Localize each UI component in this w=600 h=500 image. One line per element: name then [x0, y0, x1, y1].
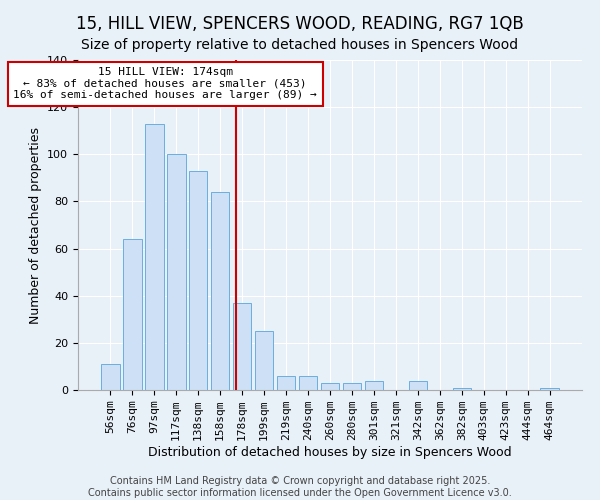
- Bar: [409, 380, 427, 390]
- Text: Size of property relative to detached houses in Spencers Wood: Size of property relative to detached ho…: [82, 38, 518, 52]
- Bar: [145, 124, 164, 390]
- Bar: [167, 154, 185, 390]
- Bar: [101, 364, 119, 390]
- Bar: [233, 303, 251, 390]
- X-axis label: Distribution of detached houses by size in Spencers Wood: Distribution of detached houses by size …: [148, 446, 512, 459]
- Text: 15, HILL VIEW, SPENCERS WOOD, READING, RG7 1QB: 15, HILL VIEW, SPENCERS WOOD, READING, R…: [76, 15, 524, 33]
- Text: 15 HILL VIEW: 174sqm
← 83% of detached houses are smaller (453)
16% of semi-deta: 15 HILL VIEW: 174sqm ← 83% of detached h…: [13, 67, 317, 100]
- Bar: [365, 380, 383, 390]
- Bar: [452, 388, 471, 390]
- Bar: [255, 331, 274, 390]
- Bar: [211, 192, 229, 390]
- Bar: [320, 383, 340, 390]
- Bar: [123, 239, 142, 390]
- Bar: [343, 383, 361, 390]
- Text: Contains HM Land Registry data © Crown copyright and database right 2025.
Contai: Contains HM Land Registry data © Crown c…: [88, 476, 512, 498]
- Bar: [277, 376, 295, 390]
- Bar: [299, 376, 317, 390]
- Bar: [541, 388, 559, 390]
- Y-axis label: Number of detached properties: Number of detached properties: [29, 126, 41, 324]
- Bar: [189, 171, 208, 390]
